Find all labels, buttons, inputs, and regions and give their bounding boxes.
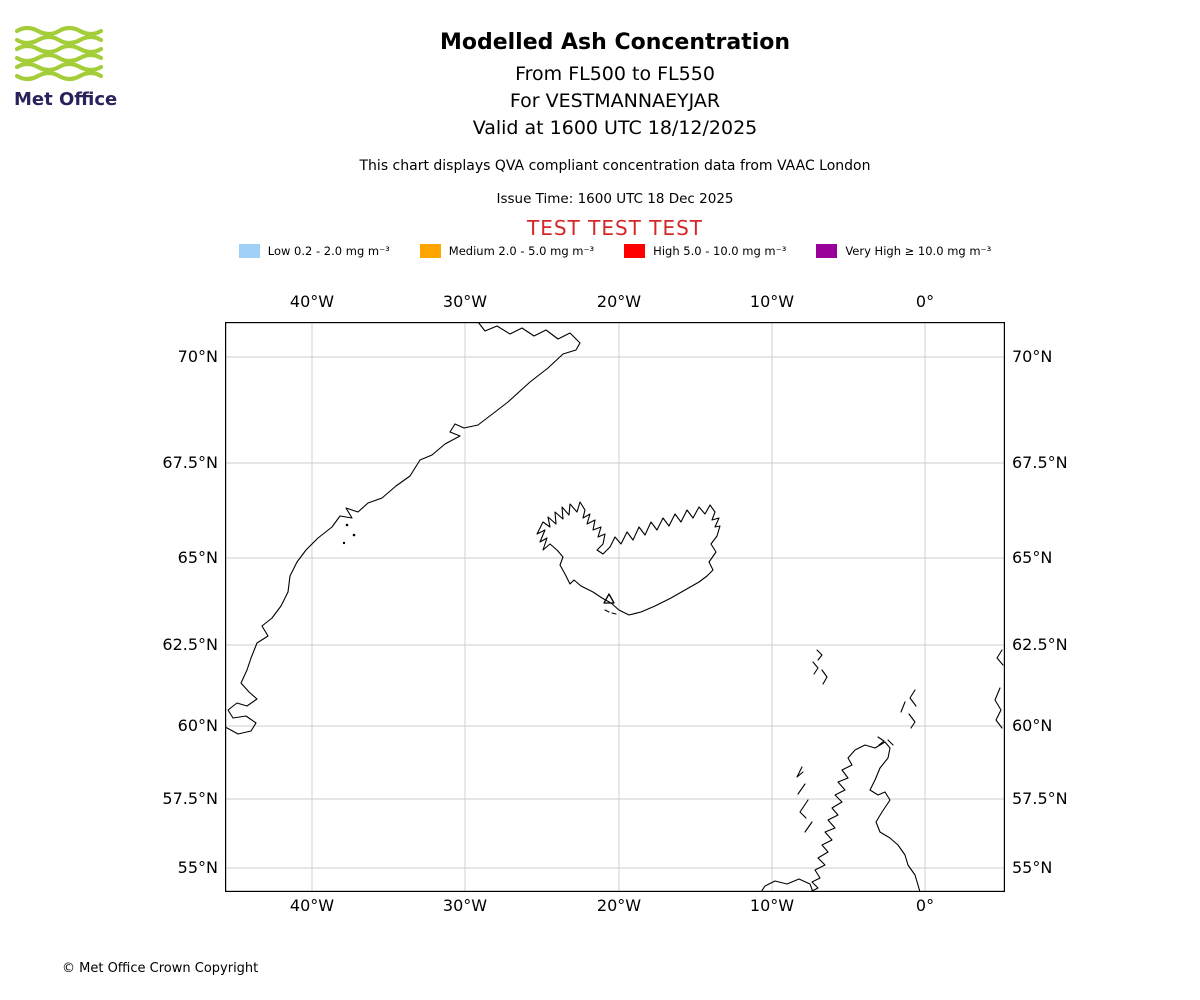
issue-time: Issue Time: 1600 UTC 18 Dec 2025: [496, 191, 734, 207]
lat-label-right-57-5n: 57.5°N: [1012, 789, 1068, 808]
lon-label-bottom-20w: 20°W: [596, 896, 642, 915]
lon-label-top-20w: 20°W: [596, 292, 642, 311]
greenland-islets: [342, 523, 356, 545]
legend-label-high: High 5.0 - 10.0 mg m⁻³: [653, 244, 787, 258]
lon-label-top-40w: 40°W: [289, 292, 335, 311]
legend: Low 0.2 - 2.0 mg m⁻³ Medium 2.0 - 5.0 mg…: [30, 244, 1200, 258]
lat-label-left-67-5n: 67.5°N: [162, 453, 218, 472]
legend-label-very-high: Very High ≥ 10.0 mg m⁻³: [845, 244, 992, 258]
flight-level-subtitle: From FL500 to FL550: [515, 63, 715, 85]
lat-label-right-62-5n: 62.5°N: [1012, 635, 1068, 654]
coastline-scotland: [809, 741, 921, 892]
coastline-northern-ireland: [760, 878, 814, 892]
volcano-subtitle: For VESTMANNAEYJAR: [509, 90, 721, 112]
lat-label-right-60n: 60°N: [1012, 716, 1053, 735]
coastline-norway: [994, 649, 1004, 729]
legend-swatch-very-high: [816, 244, 838, 258]
legend-swatch-high: [624, 244, 646, 258]
met-office-logo: Met Office: [14, 25, 124, 110]
met-office-waves-icon: [14, 25, 104, 82]
lat-label-right-55n: 55°N: [1012, 858, 1053, 877]
lat-label-right-70n: 70°N: [1012, 347, 1053, 366]
coastline-hebrides: [796, 766, 813, 833]
coastline-shetland: [900, 689, 917, 729]
lon-label-bottom-10w: 10°W: [749, 896, 795, 915]
legend-item-low: Low 0.2 - 2.0 mg m⁻³: [238, 244, 390, 258]
lon-label-bottom-0: 0°: [915, 896, 935, 915]
lat-label-left-60n: 60°N: [177, 716, 218, 735]
logo-wordmark: Met Office: [14, 89, 118, 110]
legend-swatch-medium: [419, 244, 441, 258]
lon-label-bottom-40w: 40°W: [289, 896, 335, 915]
lat-label-left-62-5n: 62.5°N: [162, 635, 218, 654]
legend-item-medium: Medium 2.0 - 5.0 mg m⁻³: [419, 244, 595, 258]
valid-time-subtitle: Valid at 1600 UTC 18/12/2025: [472, 117, 758, 139]
legend-item-high: High 5.0 - 10.0 mg m⁻³: [624, 244, 786, 258]
volcano-marker: [603, 593, 615, 604]
coastline-faroe-islands: [812, 649, 828, 685]
legend-swatch-low: [238, 244, 260, 258]
legend-label-low: Low 0.2 - 2.0 mg m⁻³: [267, 244, 390, 258]
legend-label-medium: Medium 2.0 - 5.0 mg m⁻³: [448, 244, 595, 258]
coastline-greenland: [225, 322, 581, 735]
lat-label-left-70n: 70°N: [177, 347, 218, 366]
map-border: [225, 322, 1005, 892]
lat-label-left-55n: 55°N: [177, 858, 218, 877]
coastline-vestmannaeyjar-islets: [604, 609, 617, 615]
page-title: Modelled Ash Concentration: [439, 30, 791, 55]
test-banner: TEST TEST TEST: [526, 216, 703, 240]
lon-label-top-0: 0°: [915, 292, 935, 311]
coastline-iceland: [536, 501, 721, 616]
compliance-note: This chart displays QVA compliant concen…: [359, 158, 871, 174]
legend-item-very-high: Very High ≥ 10.0 mg m⁻³: [816, 244, 991, 258]
lon-label-bottom-30w: 30°W: [442, 896, 488, 915]
coastline-orkney: [877, 736, 894, 746]
lon-label-top-30w: 30°W: [442, 292, 488, 311]
lat-label-left-65n: 65°N: [177, 548, 218, 567]
lat-label-right-65n: 65°N: [1012, 548, 1053, 567]
lat-label-right-67-5n: 67.5°N: [1012, 453, 1068, 472]
grid-lines: [225, 322, 1005, 892]
lon-label-top-10w: 10°W: [749, 292, 795, 311]
lat-label-left-57-5n: 57.5°N: [162, 789, 218, 808]
coastlines: [225, 322, 1004, 892]
copyright-notice: © Met Office Crown Copyright: [62, 961, 259, 976]
map-canvas: [225, 322, 1005, 892]
